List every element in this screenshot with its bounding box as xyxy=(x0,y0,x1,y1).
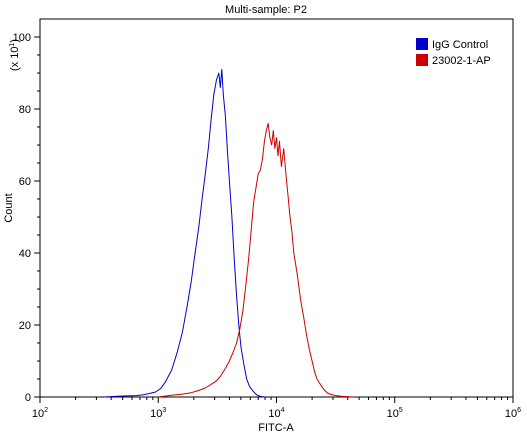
y-tick-label-5: 100 xyxy=(13,32,31,44)
y-multiplier-suffix: ) xyxy=(9,39,21,43)
legend: IgG Control 23002-1-AP xyxy=(416,38,491,67)
y-multiplier-prefix: (x 10 xyxy=(9,47,21,71)
x-tick-base-0: 10 xyxy=(32,408,44,420)
legend-label-1: 23002-1-AP xyxy=(432,55,491,67)
x-tick-exp-3: 5 xyxy=(399,407,403,414)
series-line-1 xyxy=(158,122,354,398)
x-tick-label-2: 104 xyxy=(268,407,284,420)
x-tick-label-0: 102 xyxy=(32,407,48,420)
x-tick-base-4: 10 xyxy=(505,408,517,420)
x-axis-ticks: 102 103 104 105 106 xyxy=(32,397,521,420)
y-tick-label-0: 0 xyxy=(25,392,31,404)
x-tick-label-1: 103 xyxy=(150,407,166,420)
y-axis-label: Count xyxy=(3,193,15,222)
y-tick-label-4: 80 xyxy=(19,104,31,116)
x-tick-exp-1: 3 xyxy=(162,407,166,414)
x-tick-exp-2: 4 xyxy=(281,407,285,414)
y-axis-multiplier: (x 101) xyxy=(9,39,21,71)
x-tick-label-3: 105 xyxy=(387,407,403,420)
legend-swatch-1 xyxy=(416,54,428,66)
series-line-0 xyxy=(104,68,266,398)
x-tick-exp-0: 2 xyxy=(44,407,48,414)
legend-label-0: IgG Control xyxy=(432,39,488,51)
x-tick-exp-4: 6 xyxy=(517,407,521,414)
y-tick-label-3: 60 xyxy=(19,176,31,188)
chart-title: Multi-sample: P2 xyxy=(225,4,307,16)
y-tick-label-1: 20 xyxy=(19,320,31,332)
x-tick-label-4: 106 xyxy=(505,407,521,420)
y-axis-ticks: 0 20 40 60 80 100 xyxy=(13,32,40,404)
x-axis-label: FITC-A xyxy=(258,422,294,434)
legend-swatch-0 xyxy=(416,38,428,50)
series-layer xyxy=(104,68,354,398)
x-tick-base-3: 10 xyxy=(387,408,399,420)
y-tick-label-2: 40 xyxy=(19,248,31,260)
x-tick-base-2: 10 xyxy=(268,408,280,420)
y-multiplier-exponent: 1 xyxy=(9,43,16,47)
plot-area xyxy=(39,18,514,398)
x-tick-base-1: 10 xyxy=(150,408,162,420)
